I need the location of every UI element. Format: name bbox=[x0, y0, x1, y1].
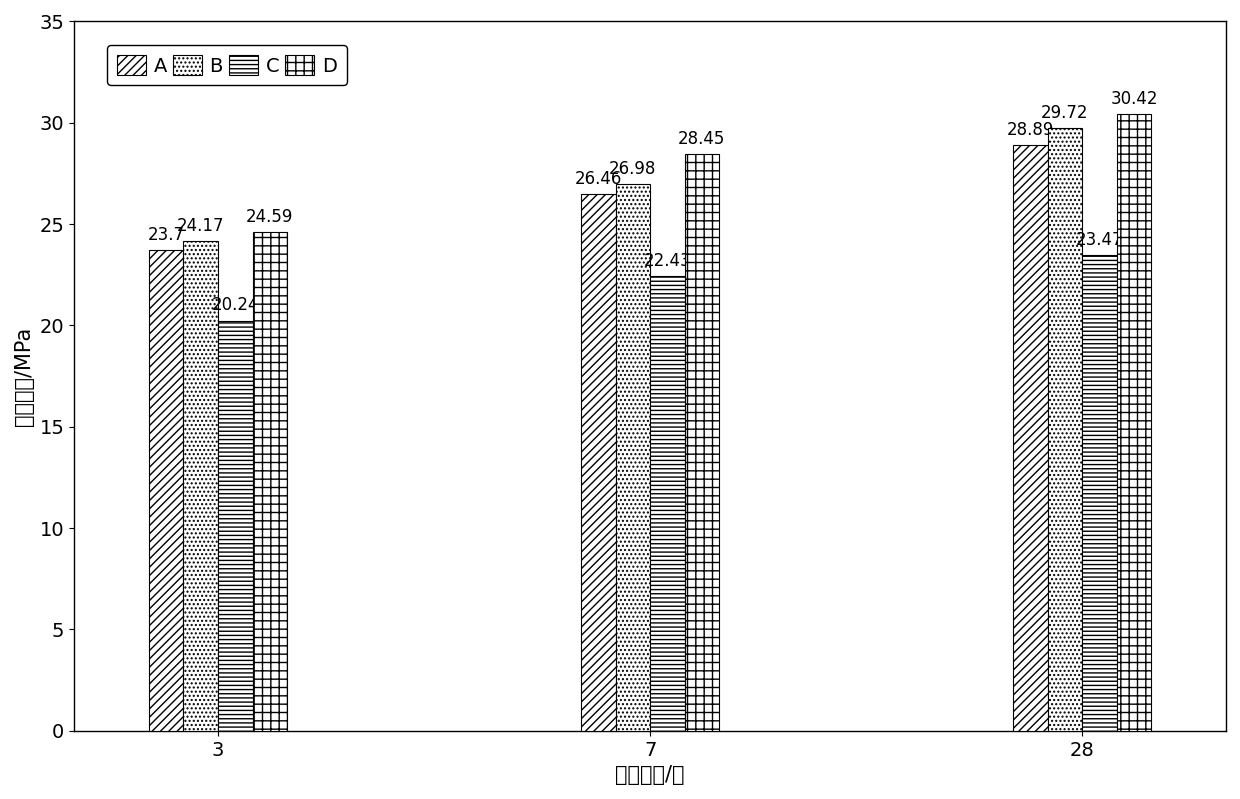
Bar bbox=[149, 250, 184, 731]
Text: 26.98: 26.98 bbox=[609, 160, 656, 178]
Bar bbox=[184, 241, 218, 731]
Bar bbox=[650, 276, 684, 731]
Text: 23.47: 23.47 bbox=[1075, 231, 1123, 249]
Text: 30.42: 30.42 bbox=[1110, 90, 1158, 108]
Text: 24.59: 24.59 bbox=[247, 209, 294, 226]
Legend: A, B, C, D: A, B, C, D bbox=[107, 46, 347, 85]
Text: 24.17: 24.17 bbox=[177, 217, 224, 235]
Y-axis label: 抗压强度/MPa: 抗压强度/MPa bbox=[14, 327, 33, 426]
Bar bbox=[1117, 114, 1151, 731]
Text: 20.24: 20.24 bbox=[212, 296, 259, 315]
Text: 23.7: 23.7 bbox=[148, 226, 185, 244]
Bar bbox=[1083, 255, 1117, 731]
Text: 29.72: 29.72 bbox=[1042, 105, 1089, 122]
X-axis label: 养护龄期/天: 养护龄期/天 bbox=[615, 765, 684, 785]
Bar bbox=[684, 154, 719, 731]
Bar bbox=[218, 320, 253, 731]
Text: 22.43: 22.43 bbox=[644, 252, 691, 270]
Bar bbox=[582, 194, 615, 731]
Bar bbox=[1048, 129, 1083, 731]
Text: 26.46: 26.46 bbox=[574, 170, 622, 189]
Text: 28.45: 28.45 bbox=[678, 130, 725, 148]
Bar bbox=[253, 233, 288, 731]
Bar bbox=[1013, 145, 1048, 731]
Bar bbox=[615, 184, 650, 731]
Text: 28.89: 28.89 bbox=[1007, 121, 1054, 139]
